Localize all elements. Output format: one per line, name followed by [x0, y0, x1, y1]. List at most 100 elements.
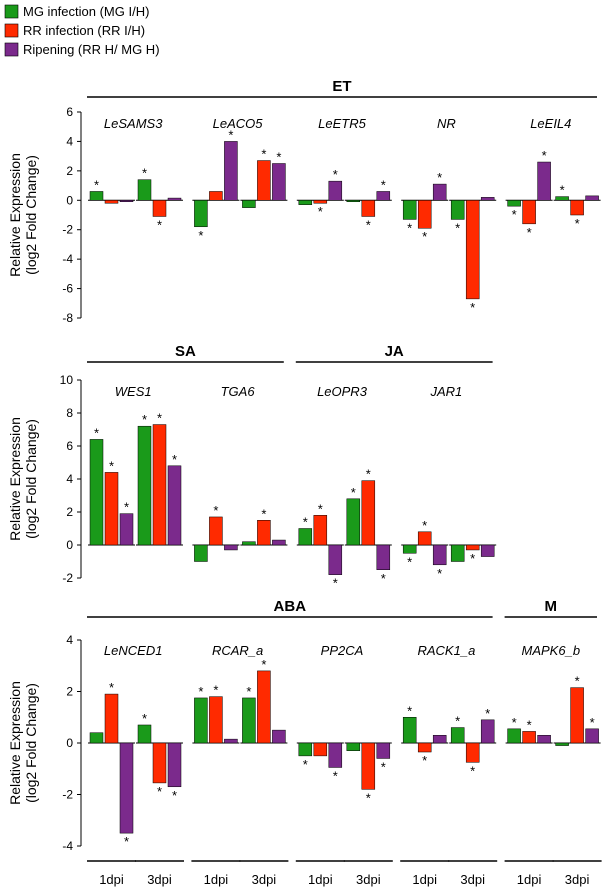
bar	[104, 693, 119, 744]
gene-label: LeNCED1	[104, 643, 163, 658]
bar	[137, 179, 152, 201]
significance-star: *	[407, 220, 412, 235]
significance-star: *	[542, 148, 547, 163]
bar	[432, 183, 447, 201]
significance-star: *	[303, 515, 308, 530]
bar	[298, 200, 313, 205]
y-tick-label: 6	[66, 439, 73, 453]
gene-label: LeSAMS3	[104, 116, 163, 131]
bar	[224, 141, 238, 201]
time-label: 3dpi	[565, 872, 590, 887]
significance-star: *	[124, 834, 129, 849]
significance-star: *	[94, 177, 99, 192]
legend: MG infection (MG I/H) RR infection (RR I/…	[4, 4, 160, 57]
significance-star: *	[109, 458, 114, 473]
bar	[313, 200, 328, 204]
time-label: 1dpi	[308, 872, 333, 887]
y-tick-label: -4	[62, 252, 73, 266]
bar	[570, 687, 584, 744]
significance-star: *	[142, 711, 147, 726]
chart-panel: 4 2 0 -2 -4 Relative Expression(log2 Fold Cha…	[7, 598, 601, 853]
bar	[167, 742, 182, 788]
bar	[417, 200, 432, 229]
significance-star: *	[560, 183, 565, 198]
significance-star: *	[422, 229, 427, 244]
significance-star: *	[381, 571, 386, 586]
y-tick-label: 6	[66, 105, 73, 119]
bar	[209, 696, 223, 744]
significance-star: *	[470, 763, 475, 778]
significance-star: *	[366, 467, 371, 482]
bar	[137, 724, 152, 744]
significance-star: *	[109, 680, 114, 695]
bar	[432, 544, 447, 566]
bar	[328, 180, 343, 201]
bar	[507, 200, 521, 207]
significance-star: *	[485, 706, 490, 721]
y-tick-label: -6	[62, 282, 73, 296]
significance-star: *	[381, 177, 386, 192]
bar	[119, 742, 134, 834]
significance-star: *	[124, 500, 129, 515]
y-tick-label: 0	[66, 736, 73, 750]
bar	[89, 191, 104, 201]
bar	[537, 161, 551, 201]
gene-label: LeACO5	[213, 116, 264, 131]
bar	[328, 544, 343, 575]
bar	[346, 200, 361, 203]
bar	[242, 200, 256, 208]
bar	[119, 200, 134, 203]
y-tick-label: 8	[66, 406, 73, 420]
significance-star: *	[261, 147, 266, 162]
significance-star: *	[333, 576, 338, 591]
bar	[450, 200, 465, 220]
gene-label: MAPK6_b	[522, 643, 581, 658]
time-label: 1dpi	[204, 872, 229, 887]
significance-star: *	[318, 501, 323, 516]
bar	[272, 163, 286, 201]
bar	[417, 742, 432, 753]
bar	[152, 200, 167, 217]
significance-star: *	[246, 684, 251, 699]
bar	[465, 544, 480, 551]
significance-star: *	[527, 717, 532, 732]
bar	[555, 742, 569, 746]
bar	[313, 515, 328, 546]
bar	[402, 200, 417, 220]
bar	[328, 742, 343, 768]
bar	[522, 731, 536, 744]
bar	[402, 717, 417, 744]
significance-star: *	[470, 300, 475, 315]
bar	[450, 727, 465, 744]
bar	[465, 200, 480, 300]
bar	[432, 735, 447, 744]
y-axis-title-line1: Relative Expression	[7, 681, 23, 805]
bar	[480, 719, 495, 744]
gene-label: PP2CA	[321, 643, 364, 658]
significance-star: *	[407, 703, 412, 718]
legend-swatch	[4, 42, 19, 57]
bar	[507, 728, 521, 744]
bar	[361, 742, 376, 790]
gene-label: LeOPR3	[317, 384, 368, 399]
bar	[209, 191, 223, 201]
bar	[585, 728, 599, 744]
significance-star: *	[157, 217, 162, 232]
legend-label: Ripening (RR H/ MG H)	[23, 42, 160, 57]
y-tick-label: 10	[60, 373, 74, 387]
bar	[361, 200, 376, 217]
y-axis-title-line2: (log2 Fold Change)	[23, 419, 39, 539]
time-axis: 1dpi 3dpi 1dpi 3dpi 1dpi 3dpi 1dpi 3dpi 1dpi 3dpi	[87, 860, 602, 887]
group-label: M	[545, 598, 558, 615]
significance-star: *	[407, 554, 412, 569]
bar	[298, 528, 313, 546]
significance-star: *	[142, 412, 147, 427]
group-label: ET	[332, 78, 351, 95]
y-axis-title: Relative Expression(log2 Fold Change)	[7, 417, 39, 541]
group-label: SA	[175, 343, 196, 360]
significance-star: *	[172, 452, 177, 467]
bar	[298, 742, 313, 757]
bar	[465, 742, 480, 763]
group-label: JA	[385, 343, 404, 360]
